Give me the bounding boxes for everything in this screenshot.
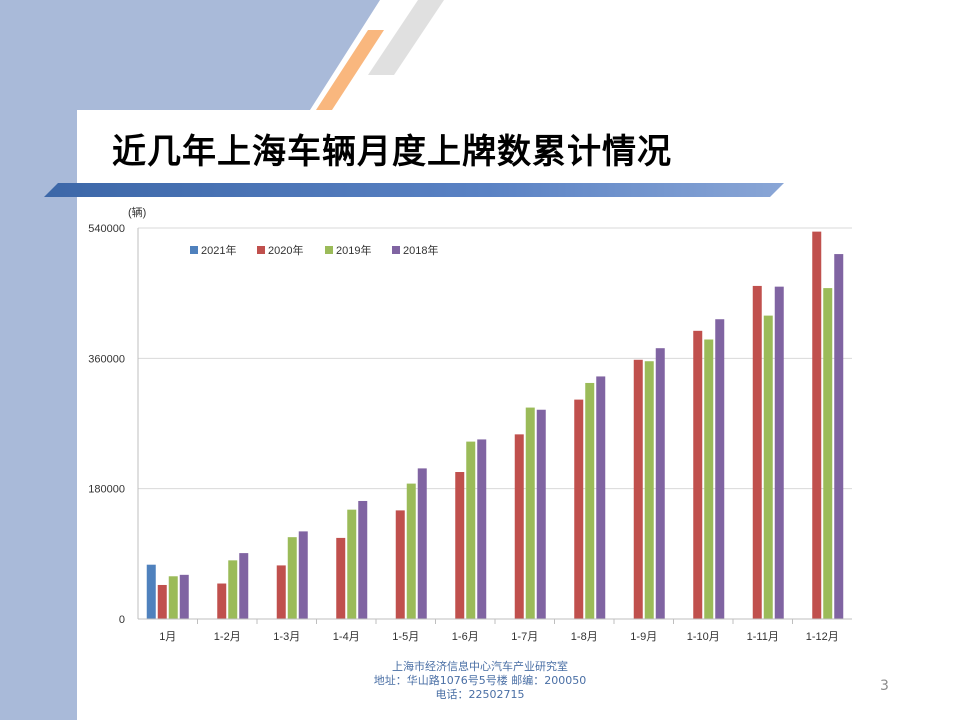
- bar-4-4: [358, 500, 368, 619]
- footer-address: 地址：华山路1076号5号楼 邮编：200050: [373, 674, 587, 687]
- bar-4-1: [179, 574, 189, 619]
- x-tick-label: 1-4月: [333, 631, 360, 643]
- bar-2-9: [633, 359, 643, 619]
- bar-3-11: [763, 315, 773, 619]
- top-decor-band: [0, 0, 380, 110]
- bar-2-2: [217, 583, 227, 619]
- footer-org: 上海市经济信息中心汽车产业研究室: [392, 660, 568, 673]
- bar-4-2: [239, 553, 249, 619]
- legend-label: 2021年: [201, 243, 236, 257]
- y-tick-label: 540000: [88, 223, 125, 235]
- bar-2-8: [574, 399, 584, 619]
- x-tick-label: 1-12月: [806, 631, 839, 643]
- bar-2-4: [336, 537, 346, 619]
- bar-3-8: [585, 382, 595, 619]
- bar-3-7: [525, 407, 535, 619]
- x-tick-label: 1-2月: [214, 631, 241, 643]
- y-tick-label: 0: [119, 614, 125, 626]
- bar-3-4: [347, 509, 357, 619]
- legend-swatch: [190, 246, 198, 254]
- legend-label: 2020年: [268, 243, 303, 257]
- bar-2-10: [693, 330, 703, 619]
- x-tick-label: 1-5月: [392, 631, 419, 643]
- left-decor-band: [0, 0, 77, 720]
- bar-2-5: [395, 510, 405, 619]
- bar-3-10: [704, 339, 714, 619]
- bar-3-1: [168, 576, 178, 619]
- x-tick-label: 1-8月: [571, 631, 598, 643]
- bar-1-1: [146, 564, 156, 619]
- bar-2-3: [276, 565, 286, 619]
- bar-3-6: [466, 441, 476, 619]
- title-card: [77, 110, 960, 195]
- bar-4-3: [298, 531, 308, 619]
- bar-2-1: [157, 584, 167, 619]
- x-tick-label: 1-10月: [687, 631, 720, 643]
- bar-3-5: [406, 483, 416, 619]
- x-tick-label: 1-3月: [273, 631, 300, 643]
- legend-label: 2018年: [403, 243, 438, 257]
- legend-swatch: [257, 246, 265, 254]
- bar-4-11: [774, 286, 784, 619]
- bar-3-2: [228, 560, 238, 619]
- bar-4-7: [536, 409, 546, 619]
- x-tick-label: 1-9月: [630, 631, 657, 643]
- bar-4-10: [715, 319, 725, 619]
- bar-4-9: [655, 348, 665, 619]
- bar-4-6: [477, 439, 487, 619]
- bar-2-6: [455, 472, 465, 619]
- legend-label: 2019年: [336, 243, 371, 257]
- legend-swatch: [325, 246, 333, 254]
- bar-4-5: [417, 468, 427, 619]
- y-axis-unit-label: (辆): [128, 205, 146, 219]
- bar-2-11: [752, 285, 762, 619]
- bar-3-9: [644, 361, 654, 619]
- page-number: 3: [880, 678, 889, 694]
- bar-4-8: [596, 376, 606, 619]
- x-tick-label: 1-6月: [452, 631, 479, 643]
- y-tick-label: 180000: [88, 484, 125, 496]
- footer-phone: 电话：22502715: [435, 688, 525, 701]
- x-tick-label: 1-7月: [511, 631, 538, 643]
- x-tick-label: 1月: [159, 631, 176, 643]
- bar-2-12: [812, 231, 822, 620]
- legend-swatch: [392, 246, 400, 254]
- bar-3-12: [823, 288, 833, 619]
- bar-2-7: [514, 434, 524, 619]
- slide-title: 近几年上海车辆月度上牌数累计情况: [112, 132, 672, 172]
- bar-3-3: [287, 537, 297, 619]
- y-tick-label: 360000: [88, 353, 125, 365]
- title-underline-bar: [44, 183, 784, 197]
- bar-4-12: [834, 254, 844, 620]
- x-tick-label: 1-11月: [747, 631, 779, 643]
